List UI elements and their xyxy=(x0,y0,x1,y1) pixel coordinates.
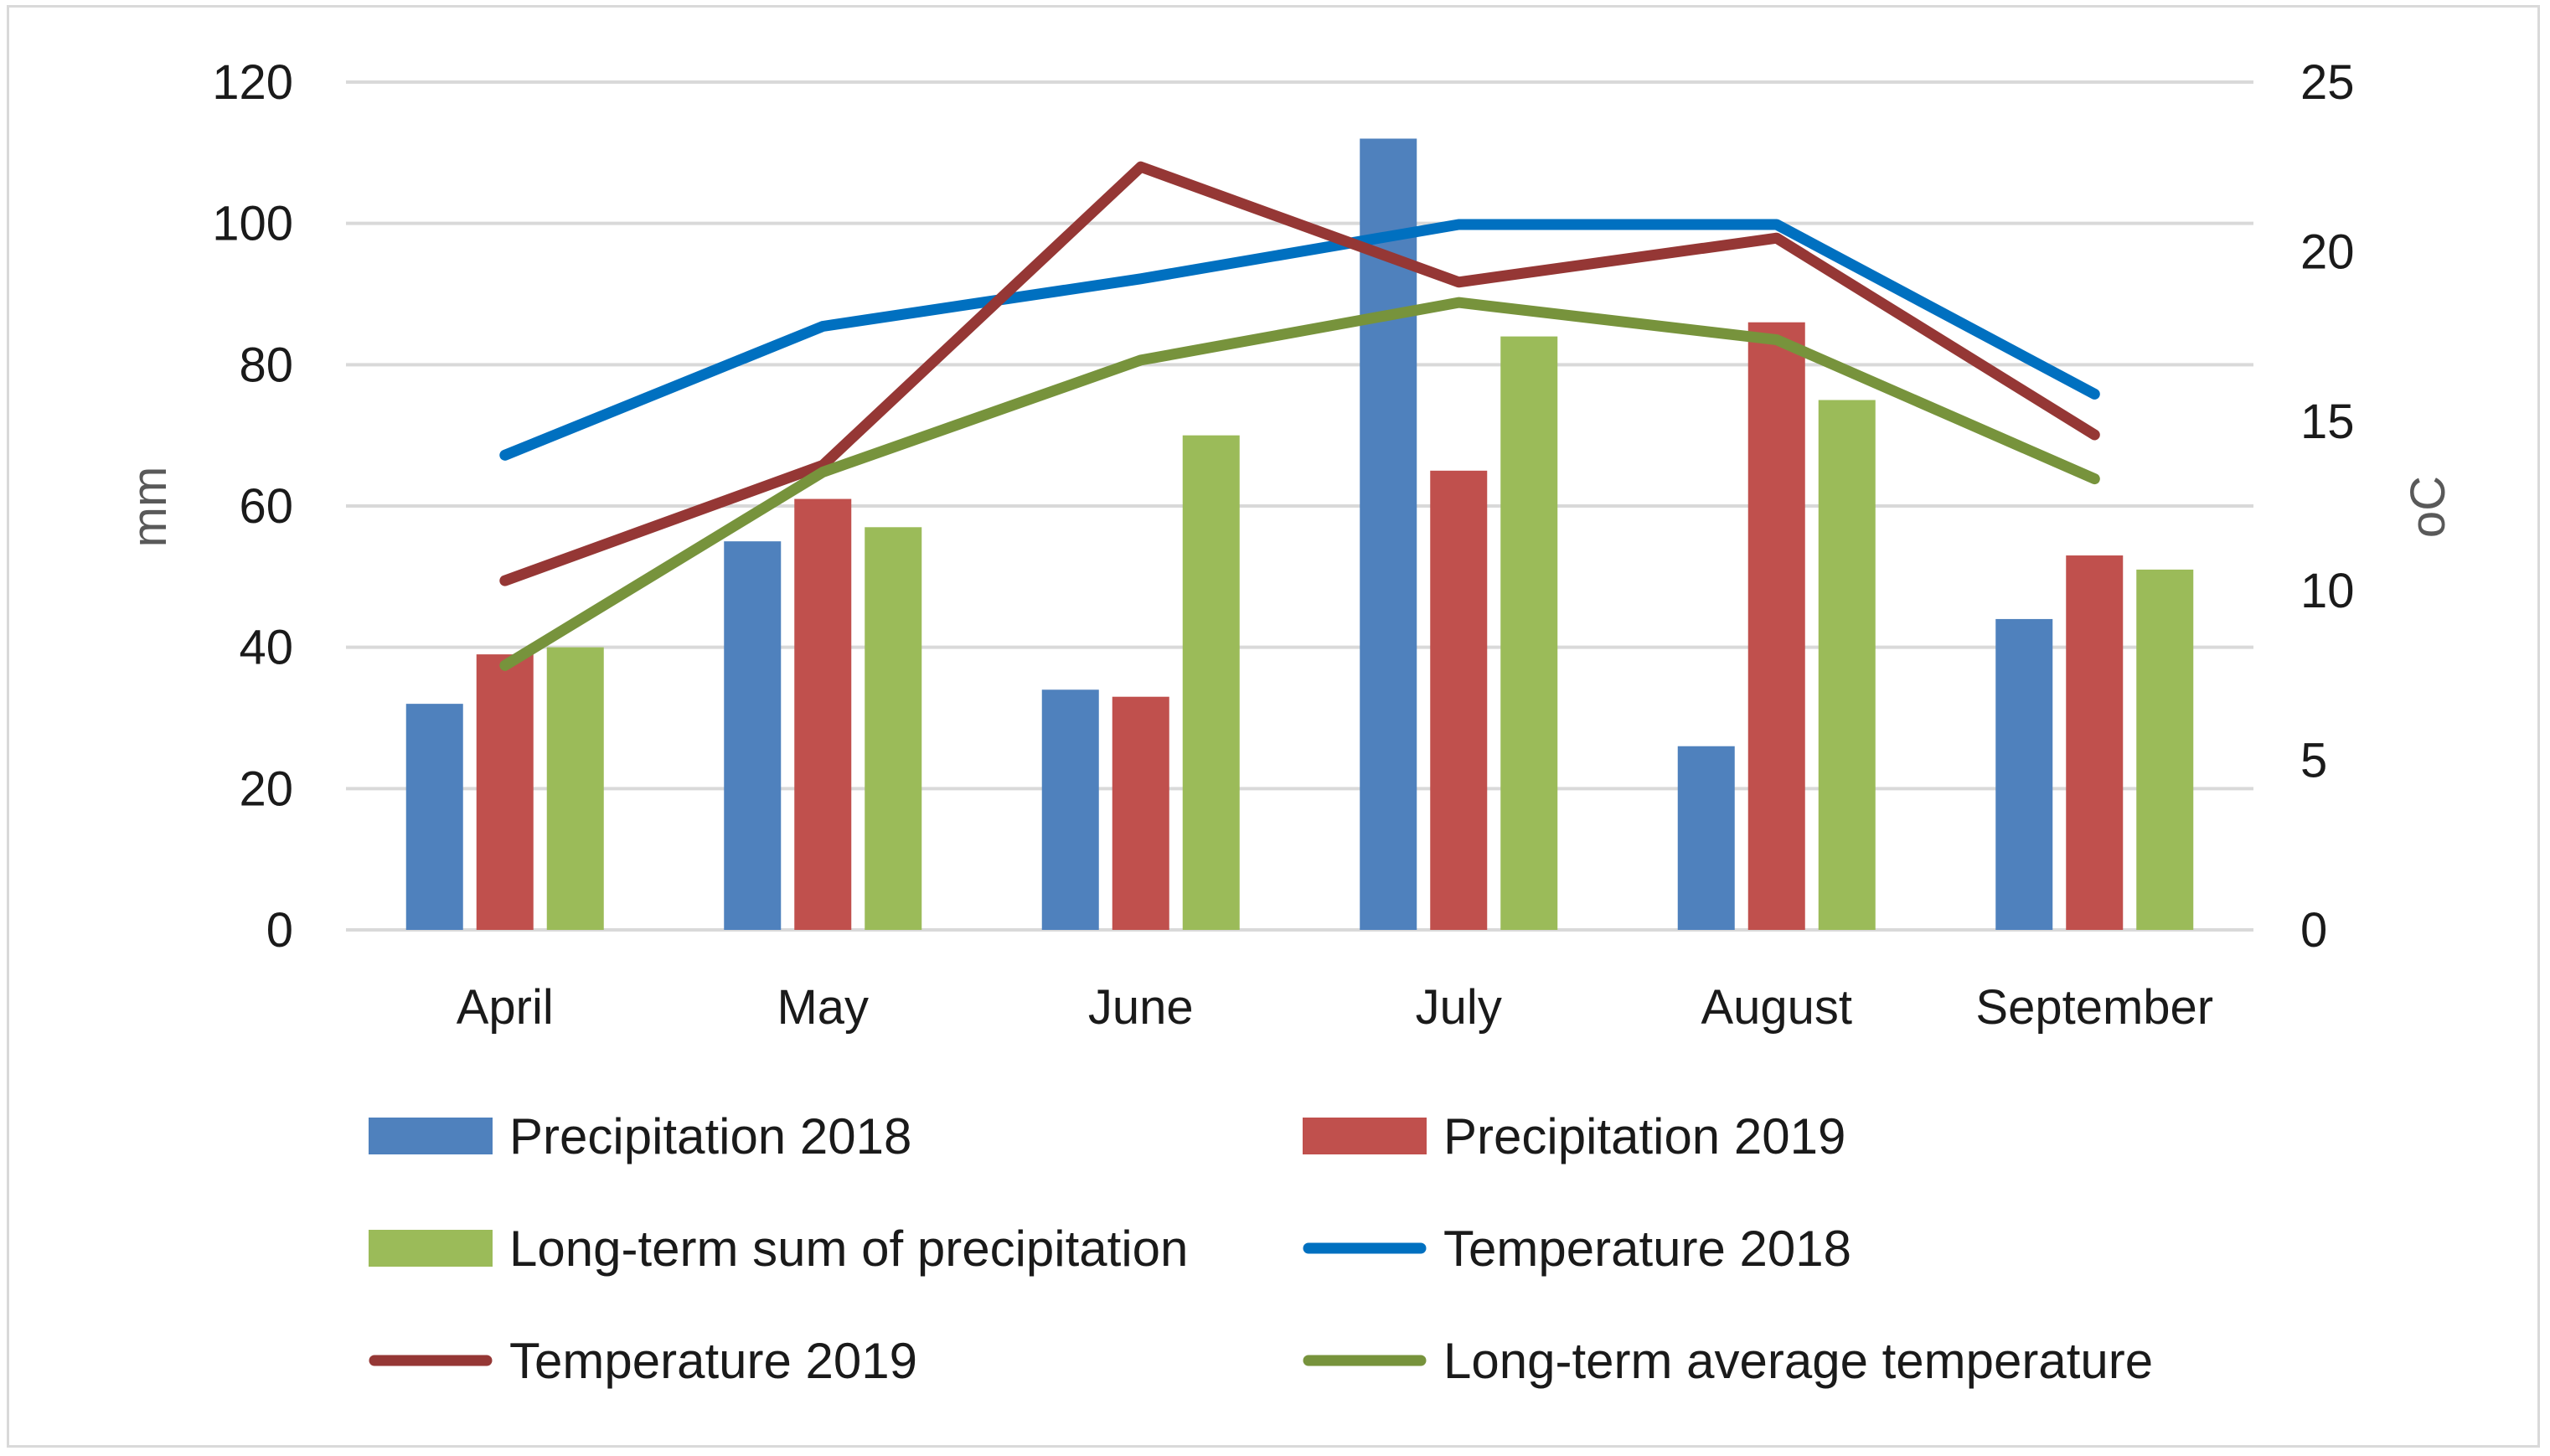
legend-label: Long-term sum of precipitation xyxy=(509,1221,1188,1277)
legend-label: Precipitation 2018 xyxy=(509,1108,911,1164)
y-left-tick-label: 80 xyxy=(239,338,293,392)
y-left-tick-label: 20 xyxy=(239,762,293,816)
legend: Precipitation 2018 Precipitation 2019 Long… xyxy=(369,1108,2153,1389)
x-category-label: June xyxy=(1088,980,1194,1035)
bar xyxy=(546,647,604,930)
y-right-tick-label: 15 xyxy=(2300,395,2355,449)
bar xyxy=(794,498,852,930)
bar xyxy=(1360,138,1417,930)
bar xyxy=(1041,689,1099,930)
bar xyxy=(865,527,922,930)
series-line xyxy=(499,219,2100,461)
bar xyxy=(476,654,534,930)
legend-swatch xyxy=(1303,1118,1427,1154)
legend-swatch xyxy=(369,1230,493,1267)
legend-label: Precipitation 2019 xyxy=(1443,1108,1845,1164)
bar xyxy=(1818,400,1876,930)
line-series xyxy=(499,161,2100,671)
legend-swatch xyxy=(369,1118,493,1154)
bar xyxy=(1747,322,1805,930)
axes: 0 20 40 60 80 100 120 0 5 10 15 20 25 April May June Jul… xyxy=(212,55,2354,1035)
series-line xyxy=(499,161,2100,586)
series-line xyxy=(499,297,2100,671)
y-left-axis-title: mm xyxy=(122,467,177,548)
legend-label: Long-term average temperature xyxy=(1443,1333,2153,1389)
x-category-label: April xyxy=(457,980,554,1035)
bar-series xyxy=(405,138,2194,931)
bar xyxy=(1995,618,2053,930)
bar xyxy=(724,541,782,930)
bar xyxy=(1500,336,1558,931)
x-category-label: July xyxy=(1416,980,1502,1035)
y-right-tick-label: 0 xyxy=(2300,903,2327,958)
legend-label: Temperature 2018 xyxy=(1443,1221,1851,1277)
y-right-tick-label: 5 xyxy=(2300,734,2327,788)
legend-label: Temperature 2019 xyxy=(509,1333,917,1389)
bar xyxy=(1182,435,1240,930)
y-left-tick-label: 100 xyxy=(212,197,293,251)
y-left-tick-label: 60 xyxy=(239,479,293,534)
y-right-axis-title: oC xyxy=(2401,476,2455,538)
y-right-tick-label: 25 xyxy=(2300,55,2355,110)
gridlines xyxy=(346,80,2253,932)
bar xyxy=(405,704,463,930)
x-category-label: May xyxy=(777,980,869,1035)
y-right-tick-label: 10 xyxy=(2300,564,2355,618)
y-left-tick-label: 120 xyxy=(212,55,293,110)
x-category-label: August xyxy=(1701,980,1852,1035)
bar xyxy=(1677,746,1735,930)
bar xyxy=(1112,696,1169,930)
bar xyxy=(1430,470,1488,930)
bar xyxy=(2136,569,2194,930)
bar xyxy=(2066,555,2124,930)
y-left-tick-label: 40 xyxy=(239,621,293,675)
y-right-tick-label: 20 xyxy=(2300,225,2355,279)
x-category-label: September xyxy=(1975,980,2213,1035)
y-left-tick-label: 0 xyxy=(266,903,293,958)
